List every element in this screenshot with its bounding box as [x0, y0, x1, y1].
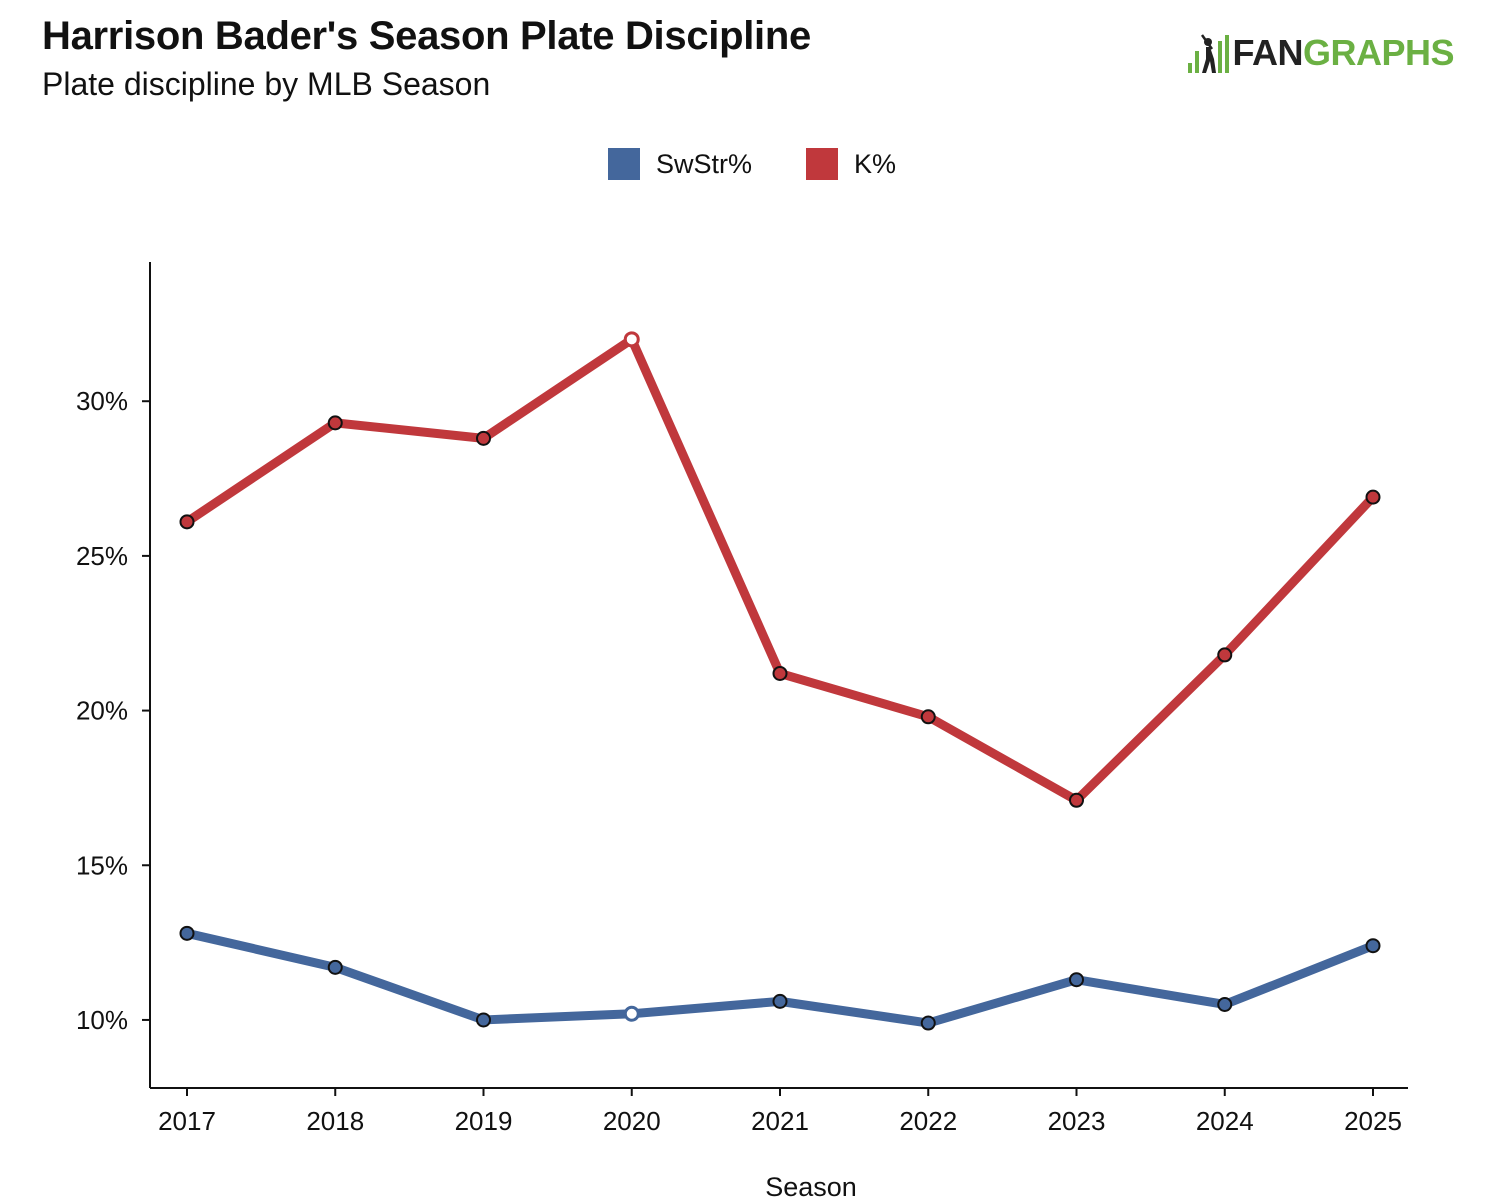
y-tick-label: 30%	[76, 386, 128, 416]
data-point-swstr[interactable]	[920, 1015, 936, 1031]
logo-text-graphs: GRAPHS	[1302, 32, 1455, 73]
data-point-k[interactable]	[623, 331, 640, 348]
x-tick-label: 2024	[1196, 1106, 1254, 1136]
x-tick-label: 2021	[751, 1106, 809, 1136]
y-tick-label: 15%	[76, 850, 128, 880]
x-axis-title: Season	[765, 1172, 857, 1202]
series-layer	[179, 331, 1381, 1031]
legend-item-k[interactable]: K%	[806, 148, 896, 180]
data-point-swstr[interactable]	[1217, 996, 1233, 1012]
data-point-k[interactable]	[1069, 792, 1084, 808]
y-tick-label: 25%	[76, 541, 128, 571]
data-point-k[interactable]	[920, 709, 936, 725]
y-tick-label: 10%	[76, 1005, 128, 1035]
data-point-swstr[interactable]	[476, 1012, 491, 1028]
x-tick-label: 2025	[1344, 1106, 1402, 1136]
legend-item-swstr[interactable]: SwStr%	[607, 148, 752, 180]
series-line-k	[182, 334, 1378, 805]
axes: 10% 15% 20% 25% 30% 2017 2018 2019 2020 2021 2022 2…	[76, 262, 1408, 1202]
x-tick-label: 2019	[455, 1106, 513, 1136]
y-tick-label: 20%	[76, 696, 128, 726]
logo-text-fan: FAN	[1232, 32, 1303, 73]
chart-subtitle: Plate discipline by MLB Season	[42, 66, 491, 102]
x-tick-label: 2018	[306, 1106, 364, 1136]
fangraphs-logo[interactable]: FAN GRAPHS	[1186, 30, 1455, 76]
series-line-swstr	[182, 928, 1378, 1028]
data-point-k[interactable]	[1217, 647, 1233, 663]
data-point-swstr[interactable]	[327, 959, 343, 975]
legend-swatch-swstr	[607, 148, 640, 180]
chart-title: Harrison Bader's Season Plate Discipline	[42, 14, 811, 58]
x-tick-label: 2020	[603, 1106, 661, 1136]
data-point-swstr[interactable]	[1069, 972, 1084, 988]
data-point-k[interactable]	[476, 430, 491, 446]
data-point-k[interactable]	[327, 415, 343, 431]
legend-label-k: K%	[854, 148, 897, 179]
data-point-k[interactable]	[1365, 489, 1381, 505]
data-point-swstr[interactable]	[772, 993, 788, 1009]
data-point-k[interactable]	[179, 514, 195, 530]
legend-swatch-k	[806, 148, 838, 180]
legend: SwStr% K%	[0, 148, 1504, 180]
data-point-swstr[interactable]	[623, 1005, 640, 1022]
x-tick-label: 2022	[899, 1106, 957, 1136]
data-point-k[interactable]	[772, 665, 788, 681]
x-tick-label: 2017	[158, 1106, 216, 1136]
data-point-swstr[interactable]	[179, 925, 195, 941]
batter-icon	[1188, 34, 1230, 73]
data-point-swstr[interactable]	[1365, 938, 1381, 954]
x-tick-label: 2023	[1048, 1106, 1106, 1136]
legend-label-swstr: SwStr%	[655, 148, 752, 179]
